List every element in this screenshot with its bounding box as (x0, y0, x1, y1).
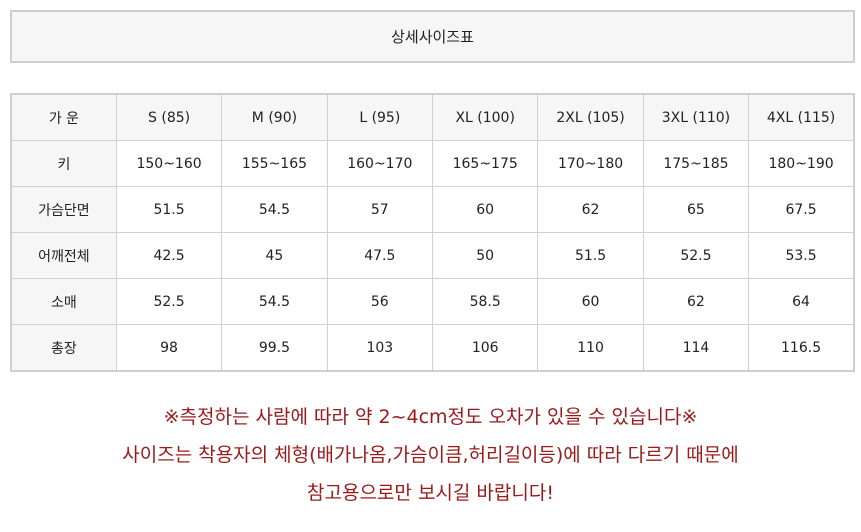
table-cell: 52.5 (115, 278, 223, 325)
table-cell: 160~170 (326, 140, 434, 187)
table-cell: 65 (642, 186, 750, 233)
table-cell: 47.5 (326, 232, 434, 279)
table-cell: 114 (642, 324, 750, 372)
table-cell: 155~165 (221, 140, 328, 187)
table-cell: 99.5 (221, 324, 328, 372)
table-cell: 54.5 (221, 186, 328, 233)
header-cell: 4XL (115) (748, 93, 855, 141)
table-cell: 52.5 (642, 232, 750, 279)
header-cell: M (90) (221, 93, 328, 141)
table-row: 총장 98 99.5 103 106 110 114 116.5 (10, 324, 855, 372)
table-row: 소매 52.5 54.5 56 58.5 60 62 64 (10, 278, 855, 325)
table-cell: 175~185 (642, 140, 750, 187)
table-cell: 57 (326, 186, 434, 233)
table-cell: 42.5 (115, 232, 223, 279)
table-cell: 60 (537, 278, 644, 325)
row-label: 소매 (10, 278, 117, 325)
table-cell: 51.5 (115, 186, 223, 233)
row-label: 총장 (10, 324, 117, 372)
table-cell: 106 (431, 324, 539, 372)
table-cell: 103 (326, 324, 434, 372)
table-cell: 62 (642, 278, 750, 325)
size-notes: ※측정하는 사람에 따라 약 2~4cm정도 오차가 있을 수 있습니다※ 사이… (0, 398, 861, 512)
table-cell: 51.5 (537, 232, 644, 279)
table-cell: 110 (537, 324, 644, 372)
table-row: 가슴단면 51.5 54.5 57 60 62 65 67.5 (10, 186, 855, 233)
table-cell: 62 (537, 186, 644, 233)
table-row: 키 150~160 155~165 160~170 165~175 170~180 175~… (10, 140, 855, 187)
header-cell: 2XL (105) (537, 93, 644, 141)
table-cell: 150~160 (115, 140, 223, 187)
table-cell: 116.5 (748, 324, 855, 372)
note-line: 사이즈는 착용자의 체형(배가나옴,가슴이큼,허리길이등)에 따라 다르기 때문… (122, 444, 739, 466)
table-cell: 98 (115, 324, 223, 372)
note-line: ※측정하는 사람에 따라 약 2~4cm정도 오차가 있을 수 있습니다※ (163, 406, 698, 428)
table-cell: 54.5 (221, 278, 328, 325)
header-cell: 3XL (110) (642, 93, 750, 141)
header-cell: S (85) (115, 93, 223, 141)
table-cell: 165~175 (431, 140, 539, 187)
note-line: 참고용으로만 보시길 바랍니다! (307, 482, 554, 504)
row-label: 키 (10, 140, 117, 187)
table-cell: 58.5 (431, 278, 539, 325)
table-cell: 45 (221, 232, 328, 279)
table-cell: 53.5 (748, 232, 855, 279)
table-cell: 56 (326, 278, 434, 325)
table-cell: 64 (748, 278, 855, 325)
table-cell: 50 (431, 232, 539, 279)
table-cell: 170~180 (537, 140, 644, 187)
table-cell: 67.5 (748, 186, 855, 233)
table-cell: 60 (431, 186, 539, 233)
table-cell: 180~190 (748, 140, 855, 187)
row-label: 어깨전체 (10, 232, 117, 279)
table-row: 어깨전체 42.5 45 47.5 50 51.5 52.5 53.5 (10, 232, 855, 279)
header-cell: L (95) (326, 93, 434, 141)
header-cell: XL (100) (431, 93, 539, 141)
header-cell: 가 운 (10, 93, 117, 141)
size-chart-title: 상세사이즈표 (10, 10, 855, 63)
row-label: 가슴단면 (10, 186, 117, 233)
